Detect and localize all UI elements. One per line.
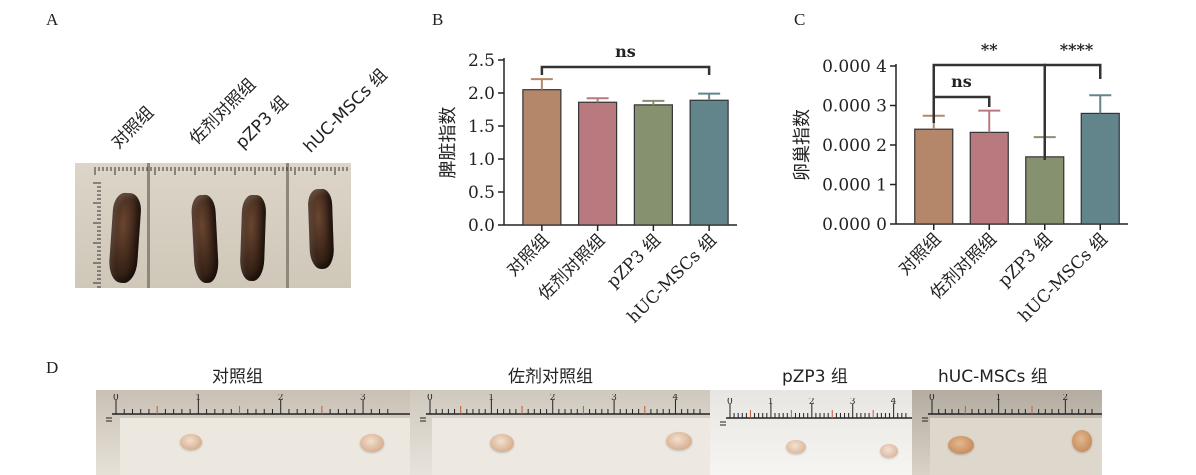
panel-letter-c: C — [794, 10, 806, 29]
bar — [522, 89, 562, 226]
ruler-label: 3 — [850, 398, 856, 407]
ovary-photo-control: 0 1 2 3 — [96, 390, 410, 475]
spleen-photo — [75, 163, 351, 288]
significance-bracket — [932, 95, 991, 123]
ruler-label: 2 — [1062, 394, 1068, 403]
ovary-control-1 — [180, 434, 202, 450]
spleen-pzp3 — [239, 194, 267, 282]
y-axis-label: 脾脏指数 — [438, 107, 459, 179]
bar — [1025, 156, 1065, 225]
y-tick-label: 1.5 — [468, 117, 495, 137]
significance-label: **** — [1060, 40, 1094, 59]
spleen-ruler-left — [93, 182, 101, 288]
ruler-label: 0 — [727, 398, 733, 407]
ruler-label: 1 — [996, 394, 1002, 403]
panel-d-title-4: hUC-MSCs 组 — [938, 367, 1048, 387]
ruler-label: 0 — [427, 394, 433, 403]
spleen-huc-mscs — [307, 188, 335, 270]
ovary-ruler-3: 0 1 2 3 4 — [720, 398, 912, 426]
y-tick-label: 0.000 1 — [822, 176, 887, 196]
y-tick-label: 2.0 — [468, 84, 495, 104]
x-tick-label: 对照组 — [503, 230, 553, 280]
bar — [969, 131, 1009, 225]
y-tick-label: 0.000 0 — [822, 215, 887, 235]
ovary-pzp3-1 — [786, 440, 806, 454]
y-tick-label: 0.000 3 — [822, 97, 887, 117]
x-tick-label: 对照组 — [895, 229, 945, 279]
y-tick-label: 1.0 — [468, 150, 495, 170]
ruler-label: 2 — [550, 394, 556, 403]
ovary-ruler-1: 0 1 2 3 — [106, 394, 410, 422]
panel-d-title-2: 佐剂对照组 — [508, 367, 593, 387]
chart-ovary-index: 0.000 0 0.000 1 0.000 2 0.000 3 0.000 4 卵巢指数对… — [792, 40, 1128, 326]
ovary-photo-huc-mscs: 0 1 2 — [912, 390, 1102, 475]
bar — [914, 128, 954, 225]
ovary-control-2 — [360, 434, 384, 452]
significance-label: ns — [951, 72, 972, 91]
bar — [578, 101, 618, 226]
y-tick-label: 0.0 — [468, 216, 495, 236]
y-tick-label: 2.5 — [468, 51, 495, 71]
panel-letter-b: B — [432, 10, 444, 29]
bar — [633, 104, 673, 226]
ruler-label: 0 — [929, 394, 935, 403]
panel-d-title-1: 对照组 — [212, 367, 263, 387]
panel-letter-a: A — [46, 10, 59, 29]
panel-a-label-4: hUC-MSCs 组 — [299, 65, 392, 157]
ovary-adjuvant-1 — [490, 434, 514, 452]
ruler-label: 3 — [611, 394, 617, 403]
ruler-label: 4 — [891, 398, 897, 407]
significance-bracket — [540, 65, 711, 75]
y-tick-label: 0.000 2 — [822, 136, 887, 156]
spleen-adjuvant — [190, 194, 220, 284]
significance-label: ns — [615, 42, 636, 61]
ruler-label: 0 — [113, 394, 119, 403]
ruler-label: 4 — [672, 394, 678, 403]
ruler-label: 2 — [278, 394, 284, 403]
panel-d-title-3: pZP3 组 — [782, 367, 848, 387]
panel-a-label-1: 对照组 — [107, 102, 159, 153]
ovary-huc-1 — [948, 436, 974, 454]
significance-label: ** — [981, 40, 998, 59]
bar — [689, 99, 729, 226]
significance-bracket — [1043, 63, 1102, 160]
ovary-adjuvant-2 — [666, 432, 692, 450]
ovary-pzp3-2 — [880, 444, 898, 458]
ruler-label: 3 — [360, 394, 366, 403]
ruler-label: 1 — [488, 394, 494, 403]
y-tick-label: 0.000 4 — [822, 57, 887, 77]
y-tick-label: 0.5 — [468, 183, 495, 203]
spleen-ruler-top — [94, 167, 348, 175]
ovary-huc-2 — [1072, 430, 1092, 452]
ovary-photo-adjuvant: 0 1 2 3 4 — [410, 390, 710, 475]
ruler-label: 1 — [195, 394, 201, 403]
panel-letter-d: D — [46, 358, 59, 377]
ovary-photo-pzp3: 0 1 2 3 4 — [710, 390, 912, 475]
ovary-ruler-2: 0 1 2 3 4 — [420, 394, 710, 422]
ruler-label: 2 — [809, 398, 815, 407]
y-axis-label: 卵巢指数 — [792, 109, 813, 181]
bar — [1080, 112, 1120, 225]
ruler-label: 1 — [768, 398, 774, 407]
ovary-ruler-4: 0 1 2 — [922, 394, 1102, 422]
